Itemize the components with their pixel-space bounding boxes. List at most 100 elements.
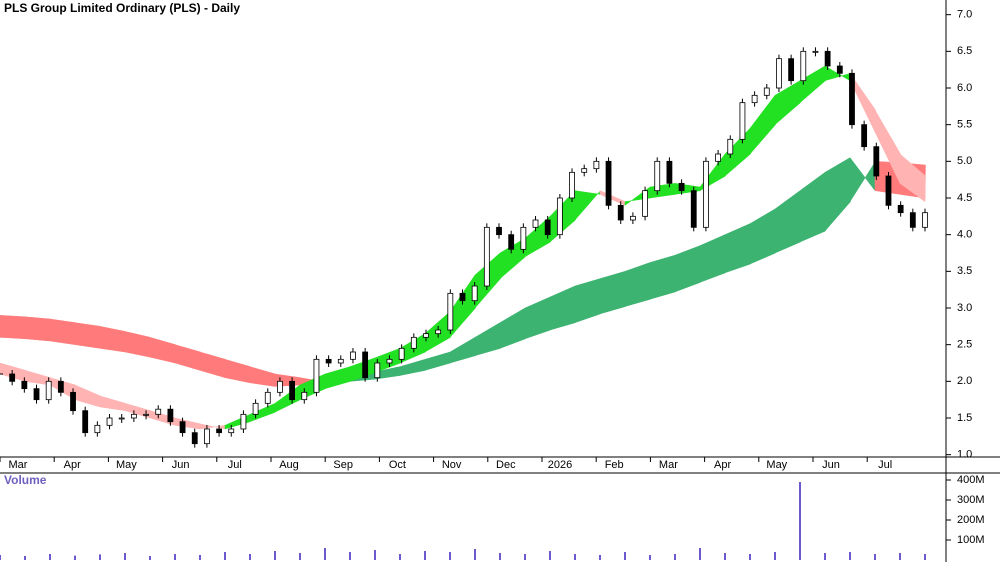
candle	[264, 391, 271, 404]
volume-bar	[649, 555, 651, 560]
candle	[33, 388, 40, 401]
band-segment	[524, 215, 551, 258]
y-tick-label: 5.5	[957, 119, 972, 131]
volume-bar	[549, 551, 551, 560]
candle	[289, 380, 296, 401]
volume-bar	[324, 548, 326, 560]
candle	[690, 190, 697, 228]
candle	[9, 373, 16, 382]
x-tick-label: 2026	[548, 459, 572, 471]
candle	[739, 102, 746, 140]
candle	[301, 391, 308, 401]
candle	[277, 380, 283, 393]
candle	[483, 226, 490, 287]
candle	[398, 347, 405, 360]
candle	[350, 351, 356, 360]
candle	[143, 413, 149, 416]
volume-bar	[24, 556, 26, 560]
volume-bar	[124, 553, 126, 560]
candle	[666, 160, 673, 184]
x-tick-label: Apr	[64, 459, 81, 471]
candle	[593, 160, 600, 170]
volume-bar	[924, 554, 926, 560]
candle	[849, 72, 855, 126]
candle	[763, 87, 770, 96]
candle	[800, 50, 807, 82]
volume-bar	[399, 554, 401, 560]
volume-bar	[99, 554, 101, 560]
candle	[471, 285, 478, 302]
volume-bar	[499, 553, 501, 560]
x-tick-label: Dec	[496, 459, 516, 471]
candle	[885, 175, 892, 206]
candle	[715, 153, 721, 162]
band-segment	[774, 80, 801, 126]
candle	[569, 171, 575, 199]
candle	[751, 94, 758, 104]
candle	[216, 428, 222, 434]
candle	[240, 413, 247, 430]
y-tick-label: 3.0	[957, 302, 972, 314]
candle	[337, 358, 344, 364]
volume-bar	[774, 552, 776, 560]
x-tick-label: Jul	[878, 459, 892, 471]
y-tick-label: 5.0	[957, 155, 972, 167]
y-tick-label: 4.5	[957, 192, 972, 204]
volume-bar	[599, 555, 601, 560]
volume-bar	[624, 552, 626, 560]
candle	[423, 333, 429, 338]
band-segment	[874, 109, 901, 184]
y-tick-label: 7.0	[957, 9, 972, 21]
candle	[703, 160, 709, 228]
candle	[325, 358, 332, 364]
x-tick-label: Aug	[279, 459, 299, 471]
candle	[435, 329, 442, 335]
y-tick-label: 1.5	[957, 412, 972, 424]
candle	[252, 402, 259, 415]
volume-bar	[699, 548, 701, 560]
candle	[459, 292, 466, 302]
candle	[496, 226, 502, 236]
candle	[130, 413, 137, 419]
candle	[861, 124, 868, 148]
candle	[727, 138, 734, 155]
candle	[922, 212, 928, 228]
candle	[191, 432, 198, 445]
candle	[605, 160, 612, 206]
candle	[410, 336, 417, 349]
band-segment	[74, 322, 101, 349]
volume-bar	[899, 553, 901, 560]
band-segment	[49, 318, 76, 345]
x-tick-label: Nov	[442, 459, 462, 471]
candle	[532, 219, 539, 228]
band-segment	[899, 153, 926, 203]
x-tick-label: Mar	[9, 459, 28, 471]
candle	[106, 417, 113, 426]
candle	[447, 292, 454, 331]
volume-bar	[0, 555, 1, 560]
candle	[520, 226, 527, 250]
candle	[836, 65, 843, 74]
candle	[873, 146, 880, 177]
volume-bar	[474, 549, 476, 560]
candle	[824, 50, 831, 67]
volume-tick-label: 200M	[957, 514, 985, 526]
y-tick-label: 4.0	[957, 229, 972, 241]
band-segment	[824, 157, 851, 232]
band-segment	[649, 254, 676, 300]
volume-bar	[674, 554, 676, 560]
band-segment	[749, 94, 776, 155]
volume-bar	[724, 553, 726, 560]
volume-bar	[49, 554, 51, 560]
x-tick-label: Oct	[389, 459, 406, 471]
volume-bar	[374, 550, 376, 560]
candle	[788, 58, 795, 82]
candle	[204, 428, 210, 445]
volume-tick-label: 400M	[957, 474, 985, 486]
volume-bar	[274, 551, 276, 560]
candle	[57, 380, 64, 393]
volume-bar	[299, 553, 301, 560]
volume-bar	[424, 551, 426, 560]
x-tick-label: Apr	[714, 459, 731, 471]
